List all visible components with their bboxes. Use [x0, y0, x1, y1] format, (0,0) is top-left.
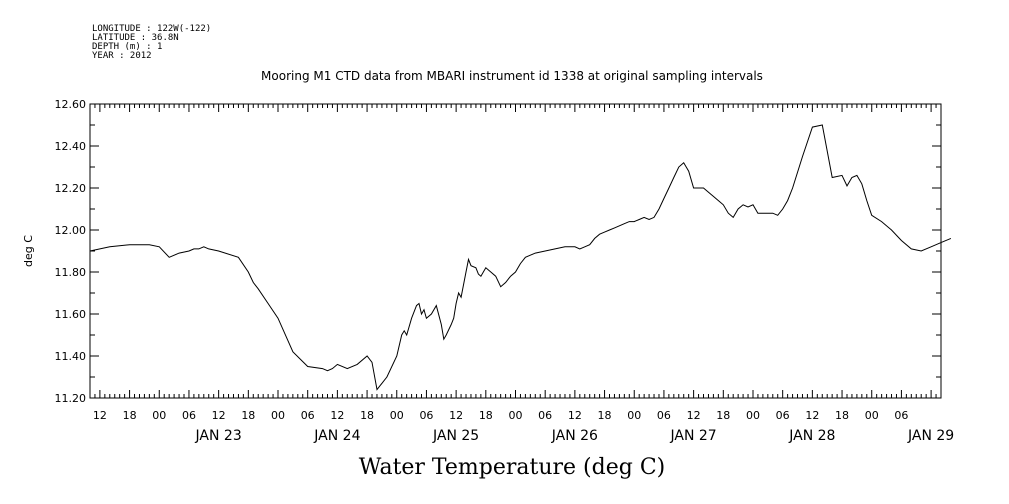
y-tick-label: 11.60 [55, 308, 87, 321]
x-day-label: JAN 24 [313, 428, 360, 444]
y-tick-label: 11.20 [55, 392, 87, 405]
x-hour-label: 18 [835, 409, 849, 422]
series-line-water-temperature [89, 124, 952, 391]
x-hour-label: 00 [390, 409, 404, 422]
x-hour-label: 18 [479, 409, 493, 422]
series-layer [89, 124, 952, 391]
x-hour-label: 06 [894, 409, 908, 422]
y-tick-label: 12.40 [55, 140, 87, 153]
x-hour-label: 06 [776, 409, 790, 422]
x-axis-title: Water Temperature (deg C) [359, 455, 666, 480]
y-tick-label: 12.20 [55, 182, 87, 195]
x-hour-label: 12 [212, 409, 226, 422]
x-hour-label: 18 [241, 409, 255, 422]
x-hour-label: 06 [538, 409, 552, 422]
x-hour-label: 12 [330, 409, 344, 422]
x-hour-label: 18 [598, 409, 612, 422]
y-tick-label: 12.00 [55, 224, 87, 237]
x-hour-label: 12 [805, 409, 819, 422]
x-hour-label: 06 [419, 409, 433, 422]
chart-title: Mooring M1 CTD data from MBARI instrumen… [261, 69, 763, 83]
x-hour-label: 12 [449, 409, 463, 422]
x-day-label: JAN 23 [195, 428, 242, 444]
longitude-label: LONGITUDE : 122W(-122) [92, 24, 211, 34]
x-hour-label: 00 [865, 409, 879, 422]
x-hour-label: 18 [123, 409, 137, 422]
x-hour-label: 00 [152, 409, 166, 422]
year-label: YEAR : 2012 [92, 51, 152, 61]
x-hour-label: 12 [568, 409, 582, 422]
x-hour-label: 00 [627, 409, 641, 422]
x-hour-label: 18 [360, 409, 374, 422]
x-hour-label: 12 [687, 409, 701, 422]
x-day-label: JAN 27 [670, 428, 717, 444]
depth-label: DEPTH (m) : 1 [92, 42, 162, 52]
x-hour-label: 06 [182, 409, 196, 422]
x-day-label: JAN 26 [551, 428, 598, 444]
x-hour-label: 06 [657, 409, 671, 422]
x-hour-label: 00 [746, 409, 760, 422]
axes-layer: 11.20 11.40 11.60 11.80 12.00 12.20 12.40 12.60… [55, 98, 955, 444]
y-tick-label: 11.80 [55, 266, 87, 279]
latitude-label: LATITUDE : 36.8N [92, 33, 179, 43]
x-hour-label: 00 [271, 409, 285, 422]
x-day-label: JAN 28 [788, 428, 835, 444]
x-day-label: JAN 25 [432, 428, 479, 444]
y-tick-label: 12.60 [55, 98, 87, 111]
x-hour-label: 12 [93, 409, 107, 422]
y-tick-label: 11.40 [55, 350, 87, 363]
x-hour-label: 18 [716, 409, 730, 422]
x-hour-label: 00 [509, 409, 523, 422]
x-day-label: JAN 29 [907, 428, 954, 444]
x-hour-label: 06 [301, 409, 315, 422]
y-axis-label: deg C [22, 235, 35, 267]
